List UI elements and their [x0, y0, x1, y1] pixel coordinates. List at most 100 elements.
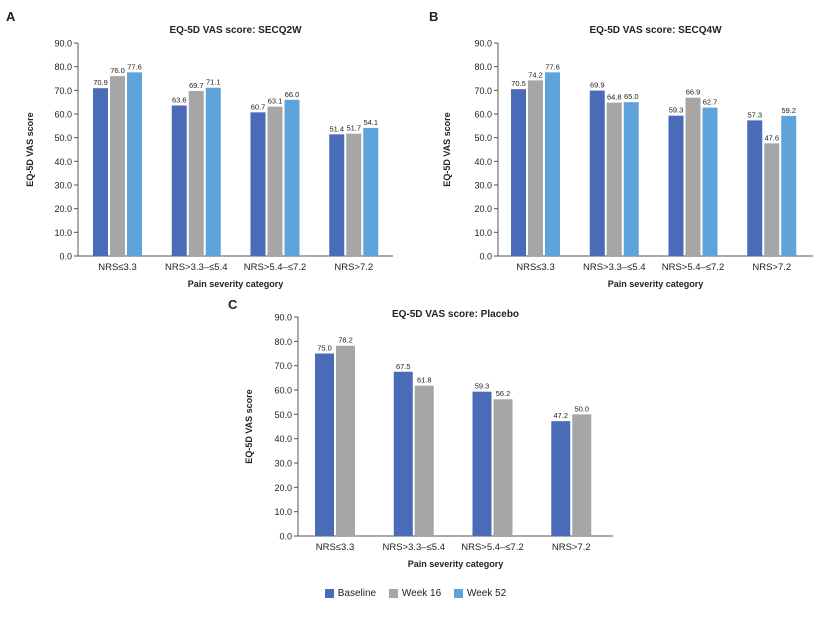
- data-label: 69.9: [590, 81, 605, 90]
- data-label: 66.0: [285, 90, 300, 99]
- y-tick-label: 60.0: [474, 110, 492, 120]
- bar-baseline-0: [93, 88, 108, 256]
- data-label: 77.6: [545, 62, 560, 71]
- bar-baseline-0: [315, 353, 334, 536]
- bar-week16-3: [572, 414, 592, 536]
- chart-title: EQ-5D VAS score: Placebo: [392, 309, 519, 320]
- x-tick-label: NRS>5.4–≤7.2: [662, 262, 725, 273]
- x-axis-label: Pain severity category: [608, 279, 704, 289]
- data-label: 62.7: [703, 98, 718, 107]
- x-tick-label: NRS>7.2: [334, 262, 373, 273]
- data-label: 60.7: [251, 102, 266, 111]
- panel-letter-c: C: [228, 297, 238, 312]
- data-label: 61.8: [417, 376, 432, 385]
- y-tick-label: 50.0: [54, 133, 72, 143]
- bar-week16-1: [188, 91, 204, 256]
- data-label: 63.6: [172, 95, 187, 104]
- data-label: 66.9: [686, 88, 701, 97]
- data-label: 57.3: [747, 110, 762, 119]
- x-tick-label: NRS>7.2: [552, 542, 591, 553]
- y-tick-label: 40.0: [274, 434, 292, 444]
- data-label: 47.6: [764, 133, 779, 142]
- bar-baseline-2: [250, 112, 266, 257]
- y-tick-label: 40.0: [474, 157, 492, 167]
- data-label: 74.2: [528, 70, 543, 79]
- bar-week52-1: [205, 87, 221, 256]
- y-axis-label: EQ-5D VAS score: [442, 112, 452, 186]
- x-tick-label: NRS>5.4–≤7.2: [244, 262, 307, 273]
- data-label: 69.7: [189, 81, 204, 90]
- bar-week16-0: [110, 76, 125, 256]
- bar-week16-2: [685, 97, 701, 256]
- y-tick-label: 90.0: [474, 39, 492, 49]
- x-tick-label: NRS≤3.3: [316, 542, 354, 553]
- bar-chart-secq2w: EQ-5D VAS score: SECQ2W 0.0 10.0 20.0 30.0 40…: [25, 25, 393, 289]
- x-tick-label: NRS≤3.3: [516, 262, 554, 273]
- legend-label-baseline: Baseline: [337, 588, 377, 599]
- y-tick-label: 50.0: [274, 410, 292, 420]
- panel-letter-b: B: [429, 9, 439, 24]
- y-tick-label: 90.0: [54, 39, 72, 49]
- y-tick-label: 0.0: [479, 252, 492, 262]
- bar-baseline-1: [393, 371, 413, 536]
- y-tick-label: 50.0: [474, 133, 492, 143]
- bar-week16-3: [346, 133, 362, 256]
- x-tick-label: NRS≤3.3: [98, 262, 136, 273]
- bar-week52-1: [623, 102, 639, 257]
- data-label: 51.4: [329, 124, 344, 133]
- bar-baseline-3: [329, 134, 345, 256]
- legend-label-week16: Week 16: [401, 588, 442, 599]
- y-tick-label: 40.0: [54, 157, 72, 167]
- chart-legend: Baseline Week 16 Week 52: [0, 588, 831, 601]
- data-label: 75.0: [317, 344, 332, 353]
- data-label: 47.2: [553, 411, 568, 420]
- chart-panel-c: C EQ-5D VAS score: Placebo 0.0 10.0 20.0 30.…: [220, 295, 640, 575]
- data-label: 70.9: [93, 78, 108, 87]
- bar-week16-3: [764, 143, 780, 256]
- data-label: 78.2: [338, 336, 353, 345]
- y-tick-label: 10.0: [474, 228, 492, 238]
- x-tick-label: NRS>3.3–≤5.4: [382, 542, 445, 553]
- legend-item-week52: Week 52: [453, 588, 507, 599]
- y-tick-label: 70.0: [54, 86, 72, 96]
- bar-week16-2: [267, 106, 283, 256]
- data-label: 64.8: [607, 93, 622, 102]
- data-label: 70.5: [511, 79, 526, 88]
- x-axis-label: Pain severity category: [188, 279, 284, 289]
- bar-week16-0: [528, 80, 543, 256]
- data-label: 71.1: [206, 78, 221, 87]
- data-label: 56.2: [496, 389, 511, 398]
- y-axis-label: EQ-5D VAS score: [25, 112, 35, 186]
- bar-week52-0: [545, 72, 560, 256]
- data-label: 59.3: [475, 382, 490, 391]
- data-label: 63.1: [268, 97, 283, 106]
- data-label: 51.7: [346, 124, 361, 133]
- bar-week52-3: [363, 127, 379, 256]
- x-tick-label: NRS>3.3–≤5.4: [583, 262, 646, 273]
- bar-baseline-1: [589, 90, 605, 256]
- bar-week16-2: [493, 399, 513, 536]
- y-axis-label: EQ-5D VAS score: [244, 389, 254, 463]
- y-tick-label: 30.0: [474, 181, 492, 191]
- y-tick-label: 60.0: [274, 386, 292, 396]
- data-label: 50.0: [574, 404, 589, 413]
- bar-baseline-2: [472, 391, 492, 536]
- legend-label-week52: Week 52: [466, 588, 507, 599]
- y-tick-label: 0.0: [279, 532, 292, 542]
- bar-week16-1: [606, 102, 622, 256]
- bar-baseline-3: [551, 421, 571, 536]
- y-tick-label: 20.0: [274, 483, 292, 493]
- legend-swatch-week16: [388, 589, 398, 598]
- y-tick-label: 30.0: [274, 459, 292, 469]
- legend-item-week16: Week 16: [388, 588, 442, 599]
- data-label: 77.6: [127, 62, 142, 71]
- chart-panel-a: A EQ-5D VAS score: SECQ2W 0.0 10.0 20.0 30.0…: [0, 0, 400, 300]
- bar-chart-secq4w: EQ-5D VAS score: SECQ4W 0.0 10.0 20.0 30.0 40…: [442, 25, 813, 289]
- chart-title: EQ-5D VAS score: SECQ2W: [169, 25, 302, 36]
- legend-swatch-baseline: [324, 589, 334, 598]
- y-tick-label: 10.0: [274, 507, 292, 517]
- y-tick-label: 60.0: [54, 110, 72, 120]
- data-label: 59.3: [669, 106, 684, 115]
- chart-panel-b: B EQ-5D VAS score: SECQ4W 0.0 10.0 20.0 30.0…: [410, 0, 813, 300]
- bar-week16-1: [414, 385, 434, 536]
